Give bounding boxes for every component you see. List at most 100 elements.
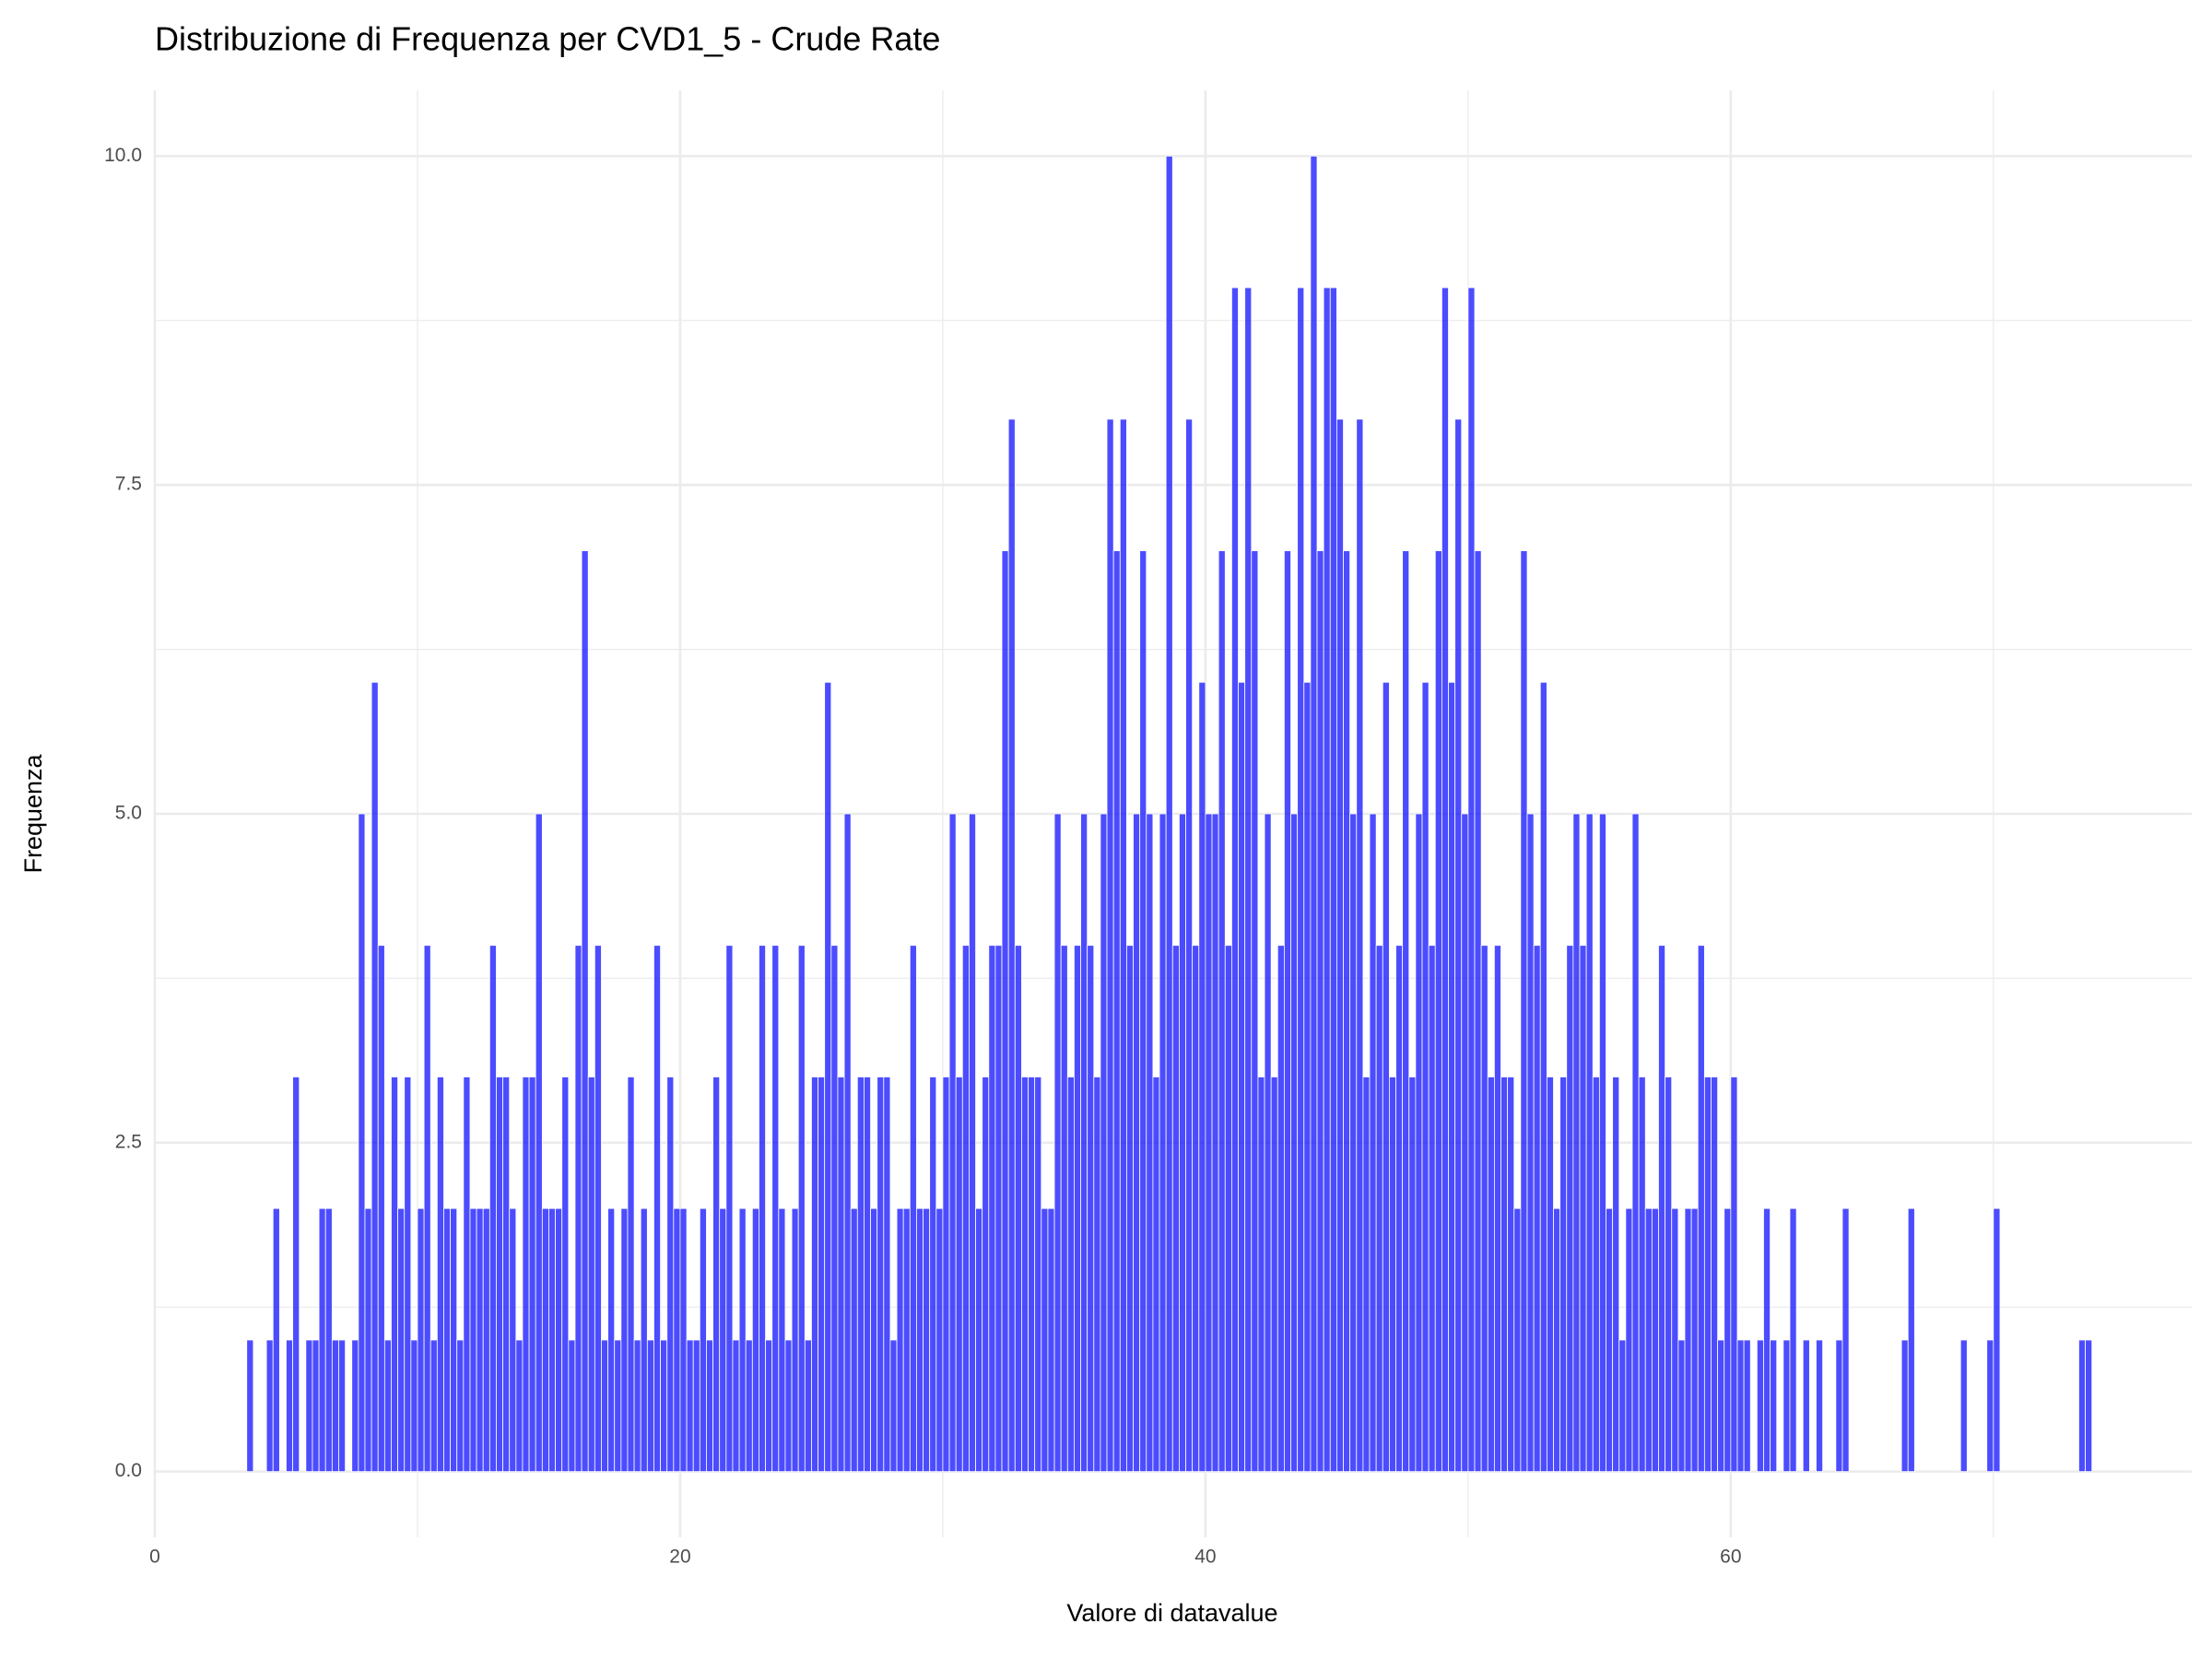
bar <box>2078 1339 2086 1473</box>
bar <box>988 945 996 1473</box>
bar <box>1467 287 1476 1473</box>
bar <box>1665 1077 1673 1473</box>
bar <box>1074 945 1081 1473</box>
bar <box>1007 418 1016 1473</box>
bar <box>1244 287 1253 1473</box>
bar <box>1684 1207 1692 1473</box>
x-axis-title: Valore di datavalue <box>1066 1599 1277 1627</box>
bar <box>719 1207 727 1473</box>
bar <box>1585 813 1594 1473</box>
bar <box>272 1207 280 1473</box>
bar <box>1316 550 1324 1473</box>
bar <box>1080 813 1088 1473</box>
bar <box>1480 945 1488 1473</box>
bar <box>916 1207 924 1473</box>
bar <box>843 813 852 1473</box>
bar <box>1770 1339 1778 1473</box>
bar <box>627 1077 635 1473</box>
bar <box>1224 945 1232 1473</box>
bar <box>1257 1077 1265 1473</box>
bar <box>804 1339 812 1473</box>
bar <box>391 1077 399 1473</box>
bar <box>1703 1077 1712 1473</box>
bar <box>877 1077 885 1473</box>
bar <box>476 1207 484 1473</box>
bar <box>751 1207 759 1473</box>
bar <box>568 1339 576 1473</box>
bar <box>1218 550 1226 1473</box>
bar <box>1520 550 1528 1473</box>
bar <box>1192 945 1200 1473</box>
bar <box>594 945 602 1473</box>
bar <box>318 1207 326 1473</box>
bar <box>1841 1207 1850 1473</box>
bar <box>620 1207 629 1473</box>
bar <box>1119 418 1127 1473</box>
bar <box>1592 1077 1600 1473</box>
bar <box>404 1077 412 1473</box>
bar <box>1179 813 1186 1473</box>
bar <box>312 1339 320 1473</box>
bar <box>1500 1077 1509 1473</box>
bar <box>902 1207 911 1473</box>
bar <box>1461 813 1469 1473</box>
bar <box>1658 945 1666 1473</box>
bar <box>429 1339 438 1473</box>
bar <box>1034 1077 1042 1473</box>
bar <box>528 1077 536 1473</box>
bar <box>706 1339 713 1473</box>
bar <box>246 1339 254 1473</box>
x-tick-label: 0 <box>149 1547 160 1568</box>
bar <box>1323 287 1331 1473</box>
y-tick-label: 10.0 <box>104 145 142 166</box>
bar <box>1112 550 1121 1473</box>
bar <box>660 1339 668 1473</box>
bar <box>397 1207 406 1473</box>
x-tick-label: 60 <box>1720 1547 1741 1568</box>
bar <box>961 945 970 1473</box>
bar <box>1618 1339 1627 1473</box>
bar <box>745 1339 753 1473</box>
bar <box>1205 813 1213 1473</box>
bar <box>371 681 379 1473</box>
bar <box>1100 813 1108 1473</box>
bar <box>1126 945 1134 1473</box>
bar <box>1598 813 1606 1473</box>
bar <box>1677 1339 1686 1473</box>
bar <box>1171 945 1180 1473</box>
x-tick-label: 40 <box>1194 1547 1216 1568</box>
bar <box>1789 1207 1797 1473</box>
bar <box>574 945 582 1473</box>
bar <box>443 1207 451 1473</box>
bar <box>778 1207 786 1473</box>
bar <box>784 1339 793 1473</box>
bar <box>686 1339 694 1473</box>
bar <box>1264 813 1272 1473</box>
bar <box>351 1339 359 1473</box>
y-tick-label: 0.0 <box>115 1460 142 1481</box>
bar <box>555 1207 563 1473</box>
bar <box>1743 1339 1751 1473</box>
bar <box>1382 681 1390 1473</box>
bar <box>358 813 366 1473</box>
bar <box>601 1339 608 1473</box>
bar <box>338 1339 347 1473</box>
bar <box>1251 550 1259 1473</box>
bar <box>1428 945 1436 1473</box>
bar <box>1631 813 1640 1473</box>
bar <box>896 1207 904 1473</box>
bar <box>1717 1339 1725 1473</box>
bar <box>942 1077 950 1473</box>
bar <box>1362 1077 1371 1473</box>
bar <box>732 1339 740 1473</box>
bar <box>1408 1077 1417 1473</box>
bar <box>1139 550 1147 1473</box>
bar <box>633 1339 641 1473</box>
bar <box>1041 1207 1049 1473</box>
bar <box>535 813 543 1473</box>
bar <box>1297 287 1305 1473</box>
bar <box>646 1339 654 1473</box>
bar <box>712 1077 721 1473</box>
bar <box>771 945 780 1473</box>
